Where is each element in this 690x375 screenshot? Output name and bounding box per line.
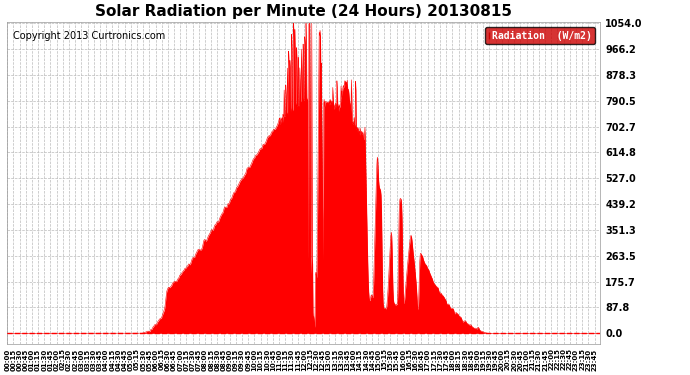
Title: Solar Radiation per Minute (24 Hours) 20130815: Solar Radiation per Minute (24 Hours) 20… bbox=[95, 4, 512, 19]
Text: Copyright 2013 Curtronics.com: Copyright 2013 Curtronics.com bbox=[13, 32, 166, 41]
Legend: Radiation  (W/m2): Radiation (W/m2) bbox=[485, 27, 595, 44]
